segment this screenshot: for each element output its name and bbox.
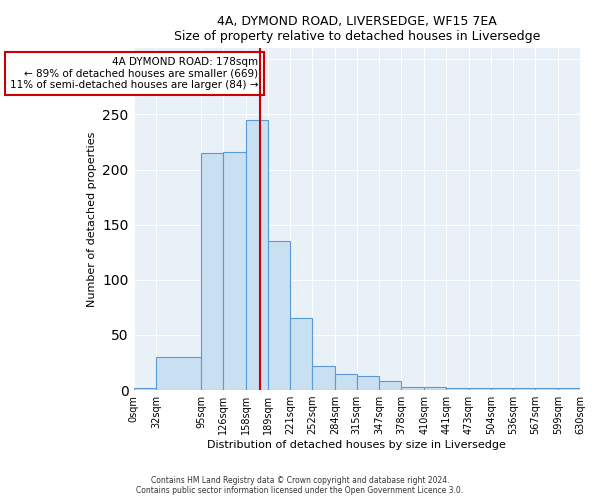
Text: Contains HM Land Registry data © Crown copyright and database right 2024.
Contai: Contains HM Land Registry data © Crown c…	[136, 476, 464, 495]
X-axis label: Distribution of detached houses by size in Liversedge: Distribution of detached houses by size …	[208, 440, 506, 450]
Bar	[312, 366, 335, 390]
Bar	[446, 388, 469, 390]
Bar	[223, 152, 245, 390]
Bar	[401, 387, 424, 390]
Text: 4A DYMOND ROAD: 178sqm
← 89% of detached houses are smaller (669)
11% of semi-de: 4A DYMOND ROAD: 178sqm ← 89% of detached…	[10, 57, 259, 90]
Bar	[491, 388, 514, 390]
Bar	[156, 357, 201, 390]
Bar	[268, 242, 290, 390]
Bar	[134, 388, 156, 390]
Bar	[424, 387, 446, 390]
Bar	[201, 153, 223, 390]
Bar	[379, 382, 401, 390]
Y-axis label: Number of detached properties: Number of detached properties	[87, 132, 97, 307]
Bar	[245, 120, 268, 390]
Title: 4A, DYMOND ROAD, LIVERSEDGE, WF15 7EA
Size of property relative to detached hous: 4A, DYMOND ROAD, LIVERSEDGE, WF15 7EA Si…	[173, 15, 540, 43]
Bar	[335, 374, 357, 390]
Bar	[514, 388, 535, 390]
Bar	[469, 388, 491, 390]
Bar	[357, 376, 379, 390]
Bar	[558, 388, 580, 390]
Bar	[535, 388, 558, 390]
Bar	[290, 318, 312, 390]
